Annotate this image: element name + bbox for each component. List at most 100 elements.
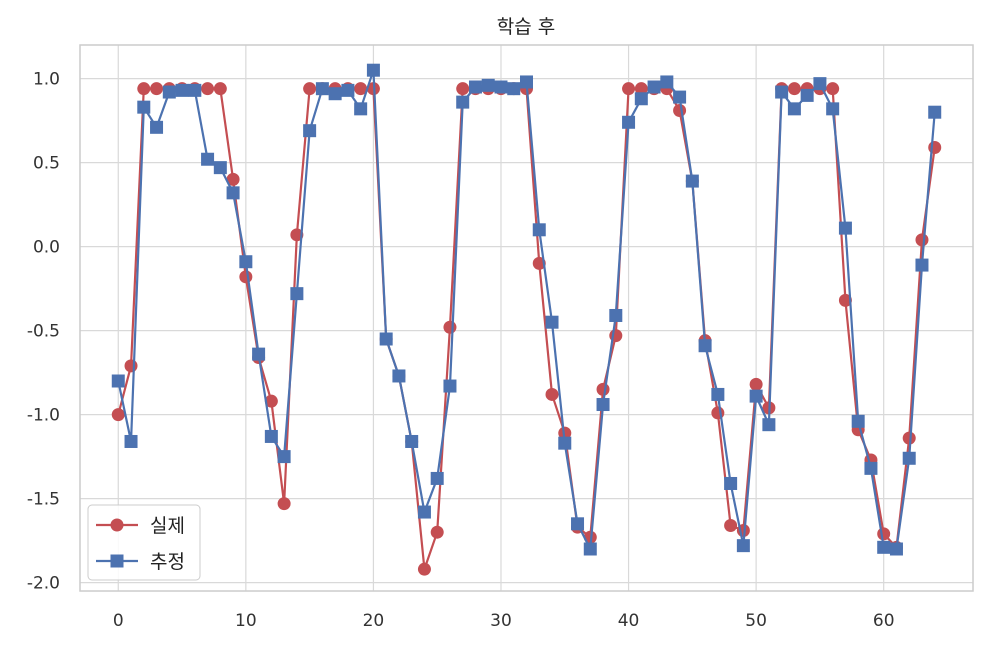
data-point (749, 389, 763, 403)
data-point (749, 377, 763, 391)
series-group (111, 63, 942, 576)
data-point (150, 120, 164, 134)
legend-marker (110, 518, 124, 532)
data-point (162, 85, 176, 99)
data-point (226, 172, 240, 186)
data-point (889, 542, 903, 556)
data-point (277, 450, 291, 464)
chart-title: 학습 후 (497, 16, 555, 38)
data-point (838, 293, 852, 307)
data-point (430, 471, 444, 485)
data-point (545, 315, 559, 329)
data-point (711, 387, 725, 401)
data-point (558, 436, 572, 450)
data-point (392, 369, 406, 383)
data-point (787, 102, 801, 116)
data-point (213, 161, 227, 175)
data-point (201, 152, 215, 166)
data-point (481, 78, 495, 92)
x-tick-label: 60 (873, 611, 895, 631)
series-line (117, 87, 936, 571)
data-point (634, 82, 648, 96)
y-axis-ticks: 1.0 0.5 0.0 -0.5 -1.0 -1.5 -2.0 (27, 70, 60, 594)
data-point (379, 332, 393, 346)
data-point (201, 82, 215, 96)
data-point (634, 92, 648, 106)
data-point (137, 82, 151, 96)
data-point (660, 75, 674, 89)
data-point (877, 527, 891, 541)
data-point (583, 542, 597, 556)
grid (80, 45, 973, 591)
data-point (124, 359, 138, 373)
data-point (417, 562, 431, 576)
data-point (303, 82, 317, 96)
x-tick-label: 40 (618, 611, 640, 631)
legend-label: 추정 (150, 551, 185, 573)
data-point (239, 270, 253, 284)
y-tick-label: -2.0 (27, 574, 60, 594)
data-point (226, 186, 240, 200)
data-point (596, 382, 610, 396)
y-tick-label: 0.5 (33, 154, 60, 174)
x-tick-label: 0 (113, 611, 124, 631)
legend-label: 실제 (150, 515, 185, 537)
data-point (443, 320, 457, 334)
data-point (800, 88, 814, 102)
data-point (252, 347, 266, 361)
y-tick-label: -1.5 (27, 490, 60, 510)
series-2 (111, 63, 942, 556)
data-point (430, 525, 444, 539)
data-point (264, 429, 278, 443)
y-tick-label: -0.5 (27, 322, 60, 342)
data-point (915, 233, 929, 247)
x-tick-label: 50 (745, 611, 767, 631)
x-axis-ticks: 0 10 20 30 40 50 60 (113, 611, 895, 631)
data-point (137, 100, 151, 114)
data-point (175, 83, 189, 97)
data-point (838, 221, 852, 235)
data-point (647, 80, 661, 94)
data-point (762, 418, 776, 432)
data-point (520, 75, 533, 89)
data-point (724, 518, 738, 532)
data-point (826, 82, 840, 96)
series-line (117, 69, 936, 551)
data-point (673, 104, 687, 118)
data-point (928, 105, 942, 119)
x-tick-label: 10 (235, 611, 257, 631)
data-point (787, 82, 801, 96)
data-point (315, 82, 329, 96)
data-point (366, 63, 380, 77)
data-point (328, 87, 342, 101)
data-point (405, 434, 419, 448)
data-point (545, 387, 559, 401)
series-1 (111, 82, 942, 576)
data-point (928, 140, 942, 154)
x-tick-label: 30 (490, 611, 512, 631)
data-point (111, 374, 125, 388)
data-point (532, 223, 546, 237)
data-point (213, 82, 227, 96)
plot-area (79, 44, 974, 592)
data-point (264, 394, 278, 408)
data-point (150, 82, 164, 96)
data-point (494, 80, 508, 94)
data-point (417, 505, 431, 519)
data-point (443, 379, 457, 393)
y-tick-label: 0.0 (33, 238, 60, 258)
data-point (877, 540, 891, 554)
data-point (711, 406, 725, 420)
data-point (826, 102, 840, 116)
data-point (609, 308, 623, 322)
data-point (851, 414, 865, 428)
data-point (698, 339, 712, 353)
data-point (736, 539, 750, 553)
data-point (188, 83, 202, 97)
data-point (239, 255, 253, 269)
data-point (456, 82, 470, 96)
data-point (277, 497, 291, 511)
data-point (354, 82, 368, 96)
